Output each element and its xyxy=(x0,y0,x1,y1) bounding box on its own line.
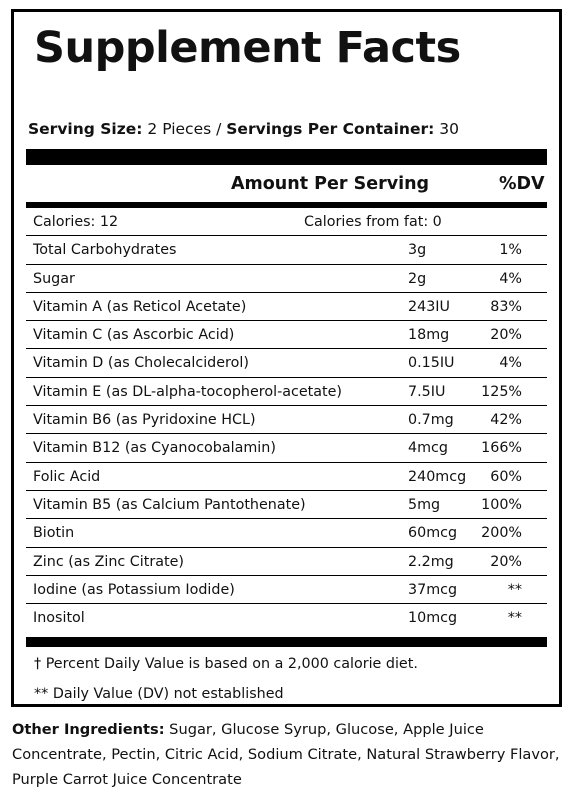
nutrient-row: Vitamin B6 (as Pyridoxine HCL) 0.7mg 42% xyxy=(26,406,547,435)
nutrient-name: Vitamin B12 (as Cyanocobalamin) xyxy=(33,440,276,457)
serving-size-label: Serving Size: xyxy=(28,120,143,138)
nutrient-dv: 20% xyxy=(490,327,522,344)
dv-header: %DV xyxy=(499,174,545,194)
calories-row: Calories: 12 Calories from fat: 0 xyxy=(26,208,547,237)
nutrient-name: Total Carbohydrates xyxy=(33,242,177,259)
nutrient-row: Vitamin A (as Reticol Acetate) 243IU 83% xyxy=(26,293,547,322)
nutrient-row: Inositol 10mcg ** xyxy=(26,604,547,632)
nutrient-name: Biotin xyxy=(33,525,75,542)
nutrient-amount: 5mg xyxy=(408,496,441,513)
nutrient-name: Inositol xyxy=(33,610,85,627)
supplement-facts-panel: Supplement Facts Serving Size: 2 Pieces … xyxy=(11,9,562,707)
nutrient-dv: 125% xyxy=(481,383,522,400)
nutrient-name: Vitamin E (as DL-alpha-tocopherol-acetat… xyxy=(33,383,342,400)
nutrient-name: Zinc (as Zinc Citrate) xyxy=(33,553,184,570)
nutrient-row: Vitamin B5 (as Calcium Pantothenate) 5mg 1… xyxy=(26,491,547,520)
nutrient-amount: 243IU xyxy=(408,298,450,315)
panel-title: Supplement Facts xyxy=(34,23,461,73)
nutrient-dv: 20% xyxy=(490,553,522,570)
nutrient-name: Sugar xyxy=(33,270,75,287)
nutrient-dv: 42% xyxy=(490,412,522,429)
nutrient-amount: 2.2mg xyxy=(408,553,454,570)
nutrient-name: Vitamin D (as Cholecalciderol) xyxy=(33,355,249,372)
nutrient-amount: 3g xyxy=(408,242,427,259)
calories-from-fat: Calories from fat: 0 xyxy=(304,214,442,230)
nutrient-amount: 4mcg xyxy=(408,440,448,457)
nutrient-amount: 37mcg xyxy=(408,581,458,598)
divider-thick xyxy=(26,149,547,165)
nutrient-dv: 4% xyxy=(499,270,522,287)
nutrient-row: Folic Acid 240mcg 60% xyxy=(26,463,547,491)
nutrient-row: Vitamin C (as Ascorbic Acid) 18mg 20% xyxy=(26,321,547,350)
nutrient-dv: 83% xyxy=(490,298,522,315)
serving-info: Serving Size: 2 Pieces / Servings Per Co… xyxy=(28,120,459,138)
nutrient-dv: ** xyxy=(507,581,522,598)
nutrient-dv: ** xyxy=(507,610,522,627)
other-ingredients: Other Ingredients: Sugar, Glucose Syrup,… xyxy=(12,717,572,792)
nutrient-dv: 4% xyxy=(499,355,522,372)
nutrient-amount: 10mcg xyxy=(408,610,458,627)
nutrient-row: Zinc (as Zinc Citrate) 2.2mg 20% xyxy=(26,548,547,576)
nutrient-row: Biotin 60mcg 200% xyxy=(26,519,547,548)
amount-per-serving-header: Amount Per Serving xyxy=(231,174,430,194)
other-ingredients-text: Sugar, Glucose Syrup, Glucose, Apple Jui… xyxy=(12,721,560,788)
nutrient-name: Vitamin B6 (as Pyridoxine HCL) xyxy=(33,412,256,429)
nutrient-row: Vitamin E (as DL-alpha-tocopherol-acetat… xyxy=(26,378,547,407)
other-ingredients-label: Other Ingredients: xyxy=(12,721,165,738)
nutrient-name: Vitamin C (as Ascorbic Acid) xyxy=(33,327,235,344)
nutrient-dv: 60% xyxy=(490,468,522,485)
nutrient-row: Vitamin D (as Cholecalciderol) 0.15IU 4% xyxy=(26,349,547,378)
divider-bottom xyxy=(26,637,547,647)
nutrient-amount: 0.15IU xyxy=(408,355,455,372)
nutrient-amount: 7.5IU xyxy=(408,383,446,400)
nutrient-name: Vitamin B5 (as Calcium Pantothenate) xyxy=(33,496,306,513)
nutrient-row: Vitamin B12 (as Cyanocobalamin) 4mcg 166% xyxy=(26,434,547,463)
nutrient-table: Calories: 12 Calories from fat: 0 Total … xyxy=(26,208,547,632)
nutrient-row: Iodine (as Potassium Iodide) 37mcg ** xyxy=(26,576,547,605)
nutrient-amount: 240mcg xyxy=(408,468,467,485)
nutrient-dv: 100% xyxy=(481,496,522,513)
nutrient-dv: 200% xyxy=(481,525,522,542)
nutrient-amount: 60mcg xyxy=(408,525,458,542)
nutrient-name: Folic Acid xyxy=(33,468,101,485)
nutrient-name: Vitamin A (as Reticol Acetate) xyxy=(33,298,247,315)
nutrient-name: Iodine (as Potassium Iodide) xyxy=(33,581,235,598)
footnote-dagger: † Percent Daily Value is based on a 2,00… xyxy=(34,656,418,672)
nutrient-dv: 166% xyxy=(481,440,522,457)
nutrient-amount: 2g xyxy=(408,270,427,287)
nutrient-row: Total Carbohydrates 3g 1% xyxy=(26,236,547,265)
nutrient-amount: 0.7mg xyxy=(408,412,454,429)
servings-per-container-value: 30 xyxy=(434,120,459,138)
nutrient-dv: 1% xyxy=(499,242,522,259)
nutrient-amount: 18mg xyxy=(408,327,450,344)
divider-medium xyxy=(26,202,547,208)
servings-per-container-label: Servings Per Container: xyxy=(226,120,435,138)
footnote-double-star: ** Daily Value (DV) not established xyxy=(34,686,284,702)
nutrient-row: Sugar 2g 4% xyxy=(26,265,547,293)
serving-size-value: 2 Pieces / xyxy=(142,120,227,138)
calories-label: Calories: 12 xyxy=(33,214,119,230)
